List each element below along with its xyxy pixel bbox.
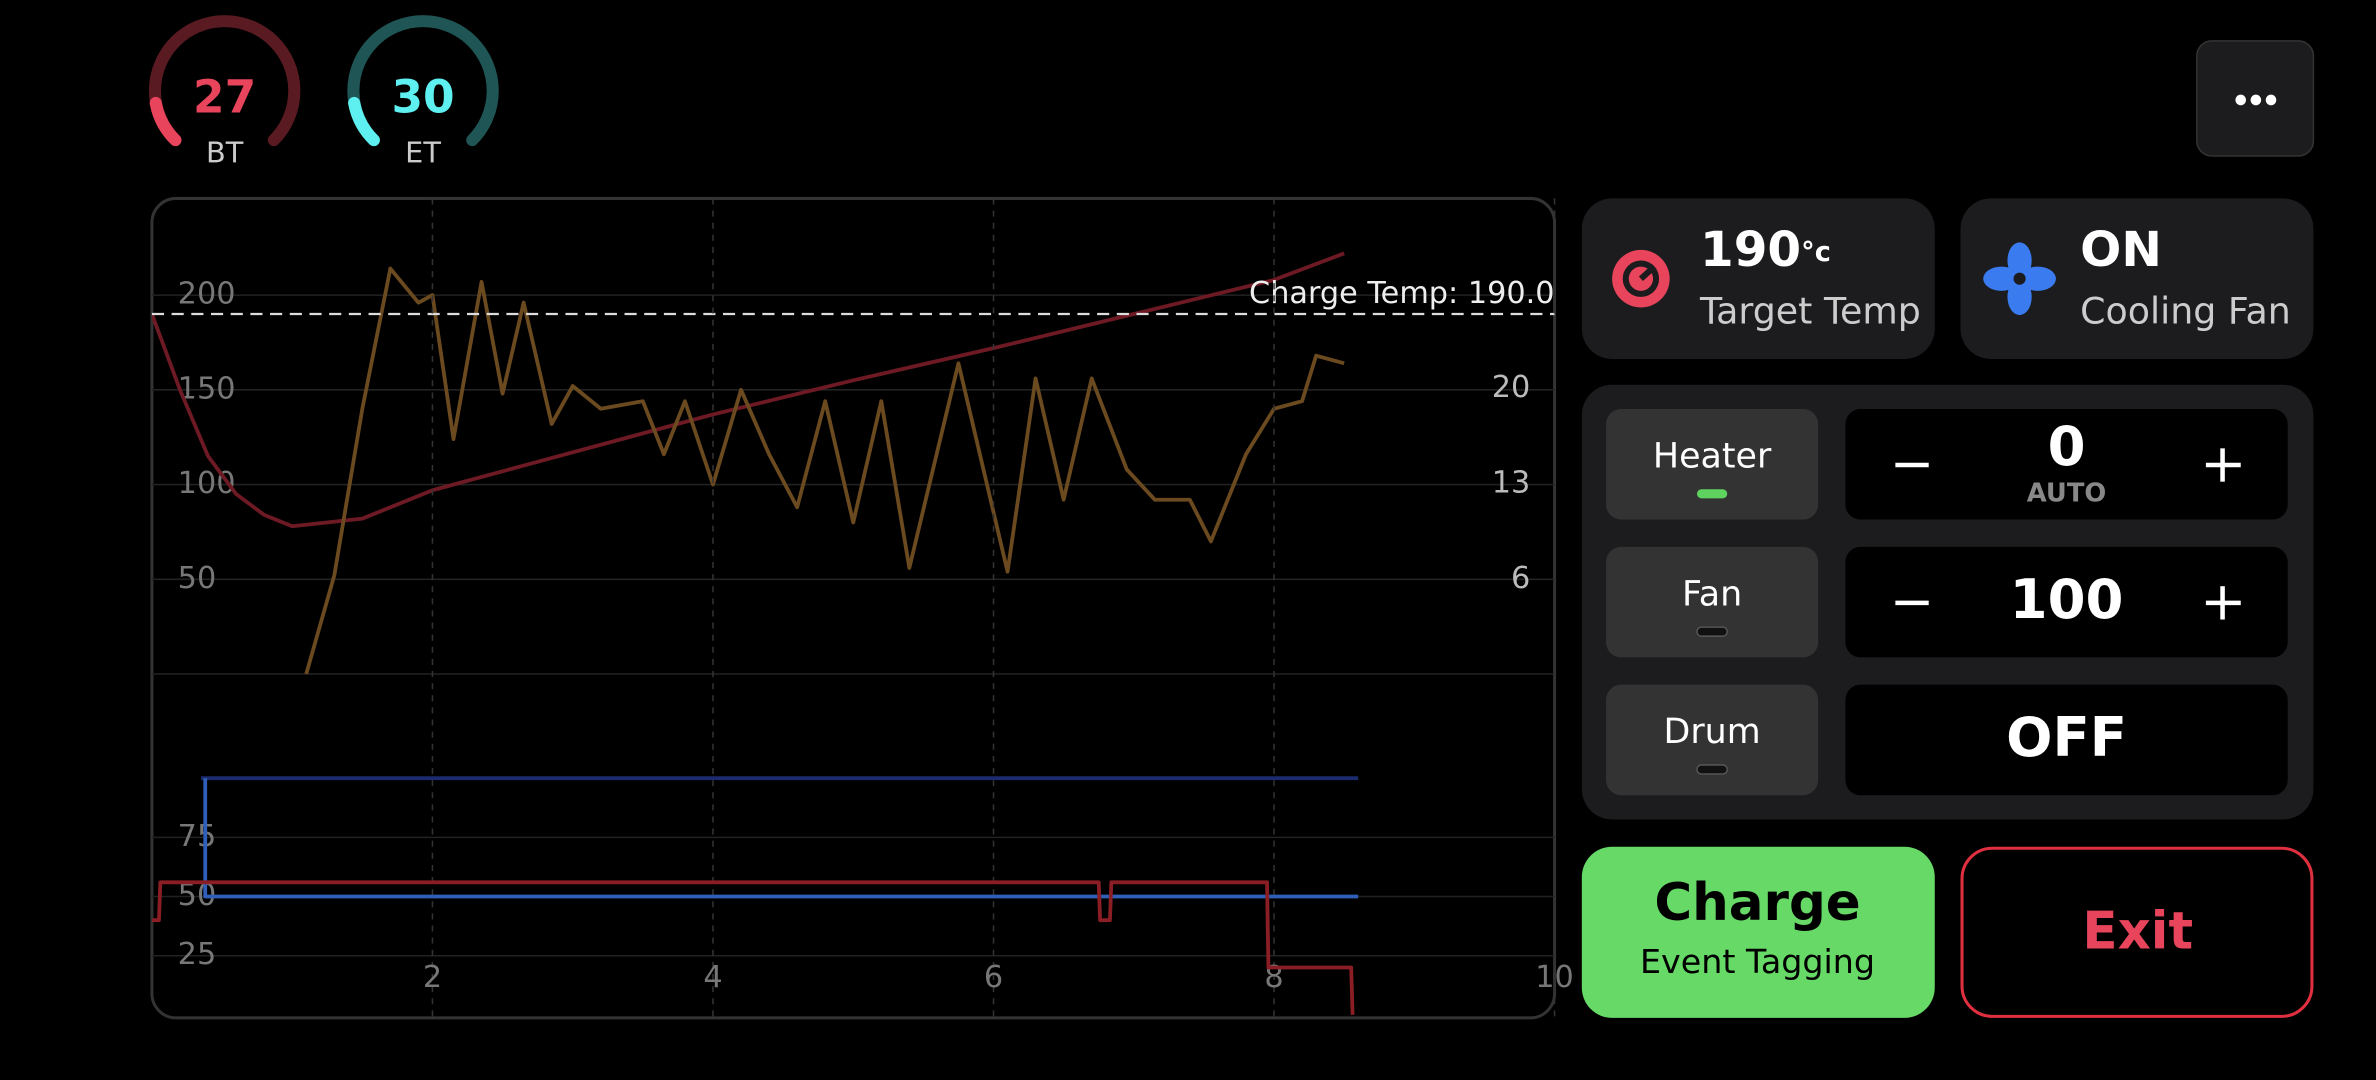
y2-tick-label: 13 [1492, 466, 1531, 501]
et-gauge: 30 ET [347, 15, 499, 170]
y-tick-label: 100 [178, 466, 236, 501]
plot-lines [151, 776, 1359, 1015]
cooling-fan-label: Cooling Fan [2080, 290, 2291, 333]
drum-button[interactable]: Drum [1606, 684, 1819, 796]
charge-button[interactable]: Charge Event Tagging [1581, 846, 1935, 1018]
fan-value: 100 [2010, 567, 2124, 631]
y-tick-label: 50 [178, 561, 217, 596]
et-value: 30 [391, 70, 454, 123]
drum-value: OFF [2006, 705, 2127, 769]
target-temp-unit: °c [1801, 236, 1831, 267]
y-tick-label: 75 [178, 819, 217, 854]
drum-label: Drum [1664, 712, 1761, 752]
heater-mode: AUTO [2027, 478, 2107, 508]
plus-button[interactable] [2205, 448, 2241, 482]
y-tick-label: 25 [178, 937, 217, 972]
x-tick-label: 4 [703, 960, 722, 995]
et-label: ET [405, 136, 441, 170]
target-temp-value: 190°c [1700, 222, 1831, 278]
target-temp-number: 190 [1700, 222, 1801, 278]
plus-button[interactable] [2205, 586, 2241, 620]
reference-label: Charge Temp: 190.0 [1249, 276, 1555, 311]
y2-tick-label: 6 [1511, 561, 1530, 596]
x-tick-label: 2 [423, 960, 442, 995]
charge-title: Charge [1654, 873, 1860, 933]
chart-frame [150, 196, 1557, 1020]
target-temp-card[interactable]: 190°c Target Temp [1581, 198, 1935, 359]
target-temp-label: Target Temp [1699, 290, 1921, 333]
bt-gauge: 27 BT [148, 15, 301, 170]
fan-button[interactable]: Fan [1606, 546, 1819, 658]
fan-label: Fan [1682, 574, 1742, 614]
heater-value: 0 [2048, 414, 2086, 478]
exit-button[interactable]: Exit [1960, 846, 2314, 1018]
cooling-fan-state: ON [2080, 222, 2162, 278]
bt-value: 27 [193, 70, 256, 123]
heater-value-box: 0 AUTO [1845, 408, 2288, 520]
heater-label: Heater [1653, 436, 1772, 476]
heater-button[interactable]: Heater [1606, 408, 1819, 520]
x-tick-label: 10 [1535, 960, 1574, 995]
exit-label: Exit [2082, 902, 2193, 962]
drum-value-box: OFF [1845, 684, 2288, 796]
charge-subtitle: Event Tagging [1640, 942, 1875, 981]
y-tick-label: 150 [178, 371, 236, 406]
series-line [304, 266, 1345, 675]
series-line [151, 880, 1355, 1015]
y-tick-label: 200 [178, 277, 236, 312]
cooling-fan-card[interactable]: ON Cooling Fan [1960, 198, 2314, 359]
menu-button[interactable] [2196, 40, 2315, 157]
x-tick-label: 6 [984, 960, 1003, 995]
fan-value-box: 100 [1845, 546, 2288, 658]
bt-label: BT [206, 136, 244, 170]
series-line [203, 778, 1359, 899]
y2-tick-label: 20 [1492, 370, 1531, 405]
